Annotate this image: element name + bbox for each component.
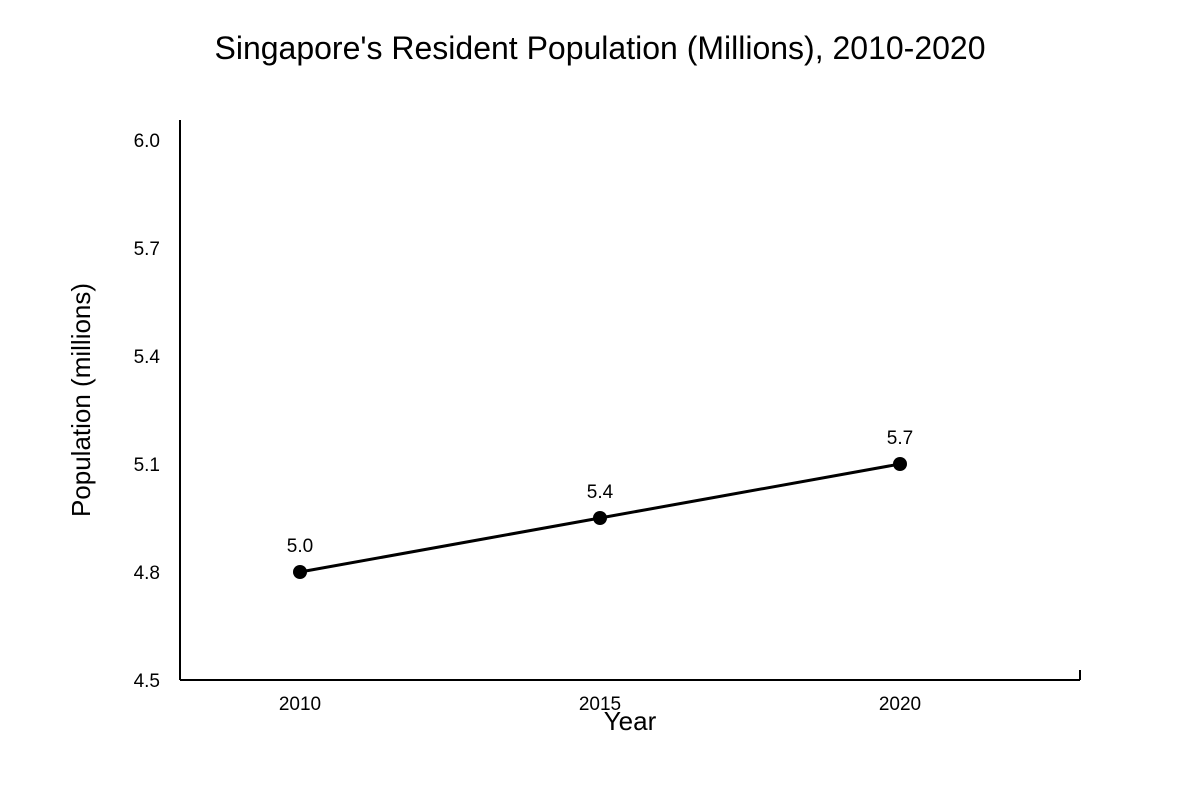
- y-tick-labels: 4.5 4.8 5.1 5.4 5.7 6.0: [134, 131, 161, 692]
- data-point: [893, 457, 907, 471]
- x-tick-labels: 2010 2015 2020: [279, 694, 921, 715]
- x-axis-title: Year: [604, 706, 657, 736]
- series-group: [293, 457, 907, 579]
- x-tick-label: 2010: [279, 694, 321, 715]
- y-axis-title: Population (millions): [66, 283, 96, 517]
- data-point: [593, 511, 607, 525]
- y-tick-label: 6.0: [134, 131, 160, 152]
- data-point: [293, 565, 307, 579]
- chart-title: Singapore's Resident Population (Million…: [214, 30, 986, 66]
- data-label: 5.7: [887, 428, 913, 449]
- data-label: 5.4: [587, 482, 614, 503]
- x-tick-label: 2020: [879, 694, 921, 715]
- y-tick-label: 5.7: [134, 239, 160, 260]
- axes: [179, 120, 1081, 681]
- y-tick-label: 5.4: [134, 347, 161, 368]
- y-tick-label: 4.8: [134, 563, 160, 584]
- data-label: 5.0: [287, 536, 313, 557]
- y-tick-label: 5.1: [134, 455, 160, 476]
- data-labels: 5.0 5.4 5.7: [287, 428, 913, 557]
- y-tick-label: 4.5: [134, 671, 160, 692]
- x-tick-label: 2015: [579, 694, 621, 715]
